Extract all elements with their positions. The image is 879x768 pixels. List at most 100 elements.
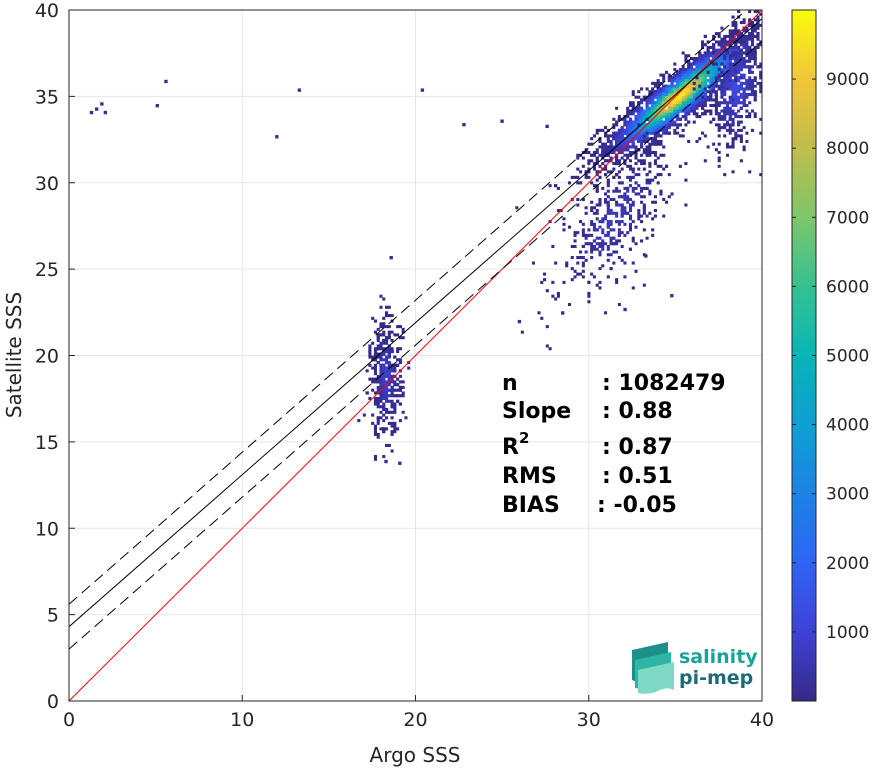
- heatmap-cell: [681, 98, 685, 102]
- heatmap-cell: [579, 255, 583, 260]
- heatmap-cell: [626, 231, 630, 235]
- heatmap-cell: [567, 181, 572, 185]
- heatmap-cell: [651, 90, 655, 94]
- heatmap-cell: [382, 396, 386, 401]
- heatmap-cell: [606, 148, 610, 152]
- heatmap-cell: [701, 76, 705, 80]
- heatmap-cell: [748, 79, 752, 83]
- heatmap-cell: [581, 261, 585, 265]
- heatmap-cell: [612, 117, 616, 121]
- heatmap-cell: [379, 333, 383, 337]
- heatmap-cell: [379, 394, 383, 398]
- heatmap-cell: [706, 73, 710, 77]
- heatmap-cell: [731, 123, 735, 127]
- heatmap-cell: [695, 95, 699, 99]
- heatmap-cell: [728, 112, 732, 116]
- heatmap-cell: [634, 269, 638, 273]
- heatmap-cell: [692, 112, 696, 116]
- heatmap-cell: [396, 363, 400, 367]
- heatmap-cell: [382, 391, 386, 395]
- heatmap-cell: [656, 156, 660, 160]
- heatmap-cell: [587, 159, 591, 163]
- heatmap-cell: [612, 126, 616, 130]
- heatmap-cell: [645, 145, 649, 149]
- heatmap-cell: [623, 192, 627, 196]
- heatmap-cell: [379, 369, 383, 373]
- heatmap-cell: [551, 294, 555, 298]
- heatmap-cell: [734, 23, 738, 27]
- heatmap-cell: [620, 244, 624, 249]
- heatmap-cell: [598, 200, 602, 204]
- heatmap-cell: [617, 189, 621, 193]
- heatmap-cell: [631, 128, 635, 132]
- heatmap-cell: [601, 162, 605, 166]
- heatmap-cell: [662, 87, 666, 91]
- heatmap-cell: [590, 142, 594, 146]
- heatmap-cell: [390, 374, 394, 378]
- heatmap-cell: [648, 181, 652, 185]
- heatmap-cell: [676, 79, 680, 83]
- heatmap-cell: [748, 65, 752, 69]
- heatmap-cell: [617, 203, 621, 207]
- heatmap-cell: [701, 103, 705, 108]
- heatmap-cell: [382, 341, 386, 345]
- heatmap-cell: [684, 109, 688, 113]
- heatmap-cell: [662, 101, 666, 105]
- heatmap-cell: [695, 112, 699, 116]
- heatmap-cell: [576, 156, 580, 160]
- heatmap-cell: [759, 12, 762, 16]
- heatmap-cell: [692, 62, 696, 66]
- heatmap-cell: [717, 62, 721, 66]
- heatmap-cell: [670, 81, 674, 85]
- heatmap-cell: [723, 73, 727, 77]
- heatmap-cell: [628, 175, 633, 179]
- heatmap-cell: [678, 95, 682, 99]
- heatmap-cell: [626, 139, 630, 143]
- colorbar-tick-label: 7000: [826, 208, 869, 228]
- heatmap-cell: [692, 101, 696, 105]
- heatmap-cell: [626, 128, 630, 132]
- heatmap-cell: [651, 92, 655, 96]
- heatmap-cell: [637, 120, 641, 124]
- heatmap-cell: [678, 76, 682, 80]
- heatmap-cell: [382, 402, 386, 406]
- heatmap-cell: [673, 120, 677, 124]
- heatmap-cell: [681, 51, 685, 55]
- heatmap-cell: [701, 106, 705, 110]
- heatmap-cell: [725, 34, 730, 38]
- heatmap-cell: [623, 233, 627, 237]
- heatmap-cell: [670, 101, 674, 105]
- heatmap-cell: [712, 51, 716, 55]
- heatmap-cell: [396, 325, 400, 329]
- heatmap-cell: [731, 48, 735, 52]
- heatmap-cell: [653, 162, 657, 166]
- heatmap-cell: [617, 233, 621, 237]
- heatmap-cell: [734, 92, 738, 96]
- heatmap-cell: [728, 51, 732, 55]
- heatmap-cell: [376, 405, 380, 409]
- heatmap-cell: [634, 225, 638, 229]
- heatmap-cell: [737, 123, 741, 127]
- heatmap-cell: [387, 361, 391, 365]
- y-tick-label: 15: [35, 432, 59, 454]
- heatmap-cell: [637, 134, 641, 138]
- heatmap-cell: [648, 145, 652, 149]
- heatmap-cell: [631, 106, 635, 110]
- heatmap-cell: [379, 344, 383, 348]
- heatmap-cell: [617, 195, 621, 199]
- colorbar-tick-label: 9000: [826, 70, 869, 90]
- heatmap-cell: [653, 95, 657, 99]
- heatmap-cell: [390, 405, 394, 409]
- heatmap-cell: [648, 211, 652, 215]
- heatmap-cell: [576, 203, 580, 207]
- regression-lower-line: [69, 40, 762, 650]
- heatmap-cell: [382, 405, 386, 409]
- heatmap-cell: [631, 261, 635, 265]
- heatmap-cell: [662, 79, 666, 83]
- heatmap-cell: [642, 150, 646, 155]
- heatmap-cell: [570, 175, 574, 179]
- heatmap-cell: [676, 112, 680, 116]
- heatmap-cell: [390, 424, 394, 428]
- heatmap-cell: [393, 333, 397, 337]
